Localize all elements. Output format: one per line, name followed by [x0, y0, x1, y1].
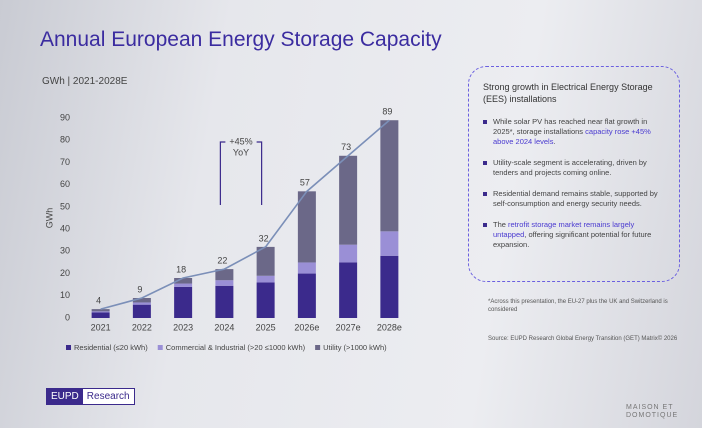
title: Annual European Energy Storage Capacity [40, 28, 442, 51]
watermark-text: MAISON ET [626, 404, 674, 411]
source: Source: EUPD Research Global Energy Tran… [488, 336, 678, 342]
legend-label: Commercial & Industrial (>20 ≤1000 kWh) [166, 343, 306, 352]
x-tick-label: 2022 [132, 322, 152, 332]
x-tick-label: 2025 [256, 322, 276, 332]
value-label: 4 [96, 295, 101, 305]
bar-segment [339, 155, 358, 245]
legend-swatch [315, 345, 321, 350]
y-axis-label: GWh [44, 208, 54, 229]
bullet-text: , offering significant potential for fut… [493, 230, 652, 249]
bar-segment [256, 282, 275, 318]
x-tick-label: 2024 [214, 322, 234, 332]
bar-segment [174, 286, 193, 318]
y-tick-label: 50 [60, 201, 70, 211]
bar-segment [339, 262, 358, 318]
y-tick-label: 90 [60, 112, 70, 122]
bullet-text: retrofit storage market remains largely … [493, 220, 635, 239]
bar-segment [132, 304, 151, 318]
legend-swatch [157, 345, 163, 350]
bar-segment [297, 262, 316, 274]
y-tick-label: 70 [60, 157, 70, 167]
y-tick-label: 0 [65, 312, 70, 322]
bar-segment [91, 311, 110, 313]
bullet-text: The [493, 220, 509, 229]
bar-segment [380, 255, 399, 318]
bar-segment [174, 278, 193, 284]
y-tick-label: 20 [60, 268, 70, 278]
bullet: While solar PV has reached near flat gro… [483, 117, 665, 147]
bar-segment [132, 302, 151, 305]
bar-segment [215, 280, 234, 286]
x-tick-label: 2028e [377, 322, 402, 332]
bullet-text: Residential demand remains stable, suppo… [493, 189, 658, 208]
bullet: Utility-scale segment is accelerating, d… [483, 158, 665, 178]
subtitle: GWh | 2021-2028E [42, 76, 128, 87]
bar-segment [132, 298, 151, 303]
text-box: Strong growth in Electrical Energy Stora… [468, 66, 680, 282]
value-label: 22 [217, 255, 227, 265]
bar-segment [256, 246, 275, 276]
logo: EUPD Research [46, 388, 135, 405]
box-title: Strong growth in Electrical Energy Stora… [483, 82, 653, 104]
bar-segment [339, 244, 358, 263]
x-tick-label: 2021 [91, 322, 111, 332]
watermark: MAISON ET DOMOTIQUE [626, 404, 678, 420]
y-tick-label: 40 [60, 223, 70, 233]
bullet-text: Utility-scale segment is accelerating, d… [493, 158, 647, 177]
value-label: 89 [382, 107, 392, 117]
y-tick-label: 60 [60, 179, 70, 189]
legend-label: Utility (>1000 kWh) [323, 343, 387, 352]
watermark-text: DOMOTIQUE [626, 412, 679, 419]
y-tick-label: 80 [60, 135, 70, 145]
logo-text: EUPD [47, 389, 83, 404]
bar-segment [215, 269, 234, 281]
x-tick-label: 2023 [173, 322, 193, 332]
y-tick-label: 10 [60, 290, 70, 300]
value-label: 32 [259, 233, 269, 243]
value-label: 73 [341, 142, 351, 152]
logo-text: Research [82, 389, 134, 404]
bar-segment [297, 273, 316, 318]
annotation: +45% [229, 136, 252, 146]
bullet-text: capacity rose +45% above 2024 levels [493, 127, 651, 146]
bar-segment [256, 275, 275, 283]
legend-label: Residential (≤20 kWh) [74, 343, 148, 352]
footnote: *Across this presentation, the EU-27 plu… [488, 299, 668, 313]
value-label: 57 [300, 178, 310, 188]
bar-segment [174, 283, 193, 287]
annotation-bracket [219, 141, 263, 205]
bar-segment [91, 312, 110, 318]
bullet: Residential demand remains stable, suppo… [483, 189, 665, 209]
value-label: 18 [176, 264, 186, 274]
bar-segment [297, 191, 316, 263]
legend-swatch [66, 345, 71, 350]
total-line [100, 119, 390, 310]
bar-segment [380, 231, 399, 256]
x-tick-label: 2026e [294, 322, 319, 332]
bullet-text: . [553, 137, 556, 146]
bullet-text: While solar PV has reached near flat gro… [493, 117, 648, 136]
y-tick-label: 30 [60, 246, 70, 256]
value-label: 9 [137, 284, 142, 294]
bar-segment [91, 309, 110, 312]
annotation: YoY [233, 147, 249, 157]
x-tick-label: 2027e [336, 322, 361, 332]
bullet: The retrofit storage market remains larg… [483, 220, 665, 250]
bar-segment [215, 285, 234, 318]
bar-segment [380, 120, 399, 232]
